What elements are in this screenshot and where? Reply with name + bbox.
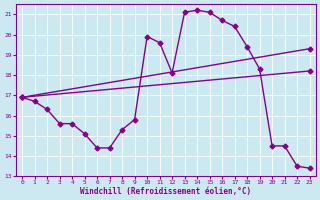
X-axis label: Windchill (Refroidissement éolien,°C): Windchill (Refroidissement éolien,°C) <box>80 187 252 196</box>
